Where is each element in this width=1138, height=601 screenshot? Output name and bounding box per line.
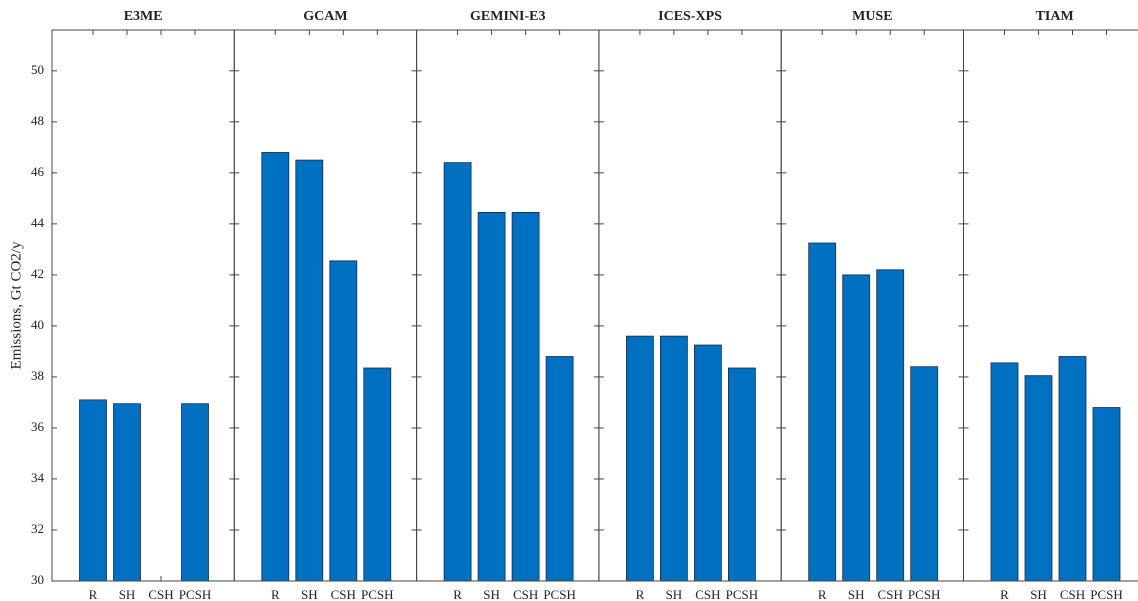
x-tick-label: R [453,587,462,601]
bar [990,362,1019,582]
y-tick-label: 38 [31,368,44,383]
bar [1024,375,1053,582]
y-tick-label: 48 [31,113,44,128]
x-tick-label: PCSH [726,587,759,601]
x-tick-label: CSH [148,587,173,601]
x-tick-label: R [89,587,98,601]
bar [808,242,837,582]
y-tick-label: 30 [31,572,44,587]
bar [477,211,506,582]
bar [295,159,324,582]
x-tick-label: SH [301,587,318,601]
x-tick-label: SH [666,587,683,601]
x-tick-label: SH [483,587,500,601]
panel-title: E3ME [124,9,163,24]
x-tick-label: R [818,587,827,601]
x-tick-label: CSH [878,587,903,601]
bar [660,335,688,582]
bar [545,356,574,582]
y-tick-label: 46 [31,164,45,179]
bar [79,399,107,582]
bar [511,211,540,582]
x-tick-label: PCSH [1090,587,1123,601]
bar [113,403,141,582]
x-tick-label: CSH [1060,587,1085,601]
panel-title: GEMINI-E3 [470,9,545,24]
bar [876,269,905,582]
x-tick-label: SH [119,587,136,601]
y-tick-label: 50 [31,62,44,77]
panel-frame [963,29,1138,582]
x-tick-label: PCSH [361,587,394,601]
bar [1092,407,1121,582]
bar [443,162,472,582]
x-tick-label: R [636,587,645,601]
x-tick-label: PCSH [543,587,576,601]
y-tick-label: 44 [31,215,45,230]
y-tick-label: 40 [31,317,44,332]
y-tick-label: 32 [31,521,44,536]
y-tick-label: 36 [31,419,45,434]
panel-title: TIAM [1036,9,1074,24]
panel-title: ICES-XPS [658,9,722,24]
x-tick-label: R [1000,587,1009,601]
panel-title: GCAM [303,9,347,24]
x-tick-label: SH [1030,587,1047,601]
x-tick-label: CSH [331,587,356,601]
bar [1058,356,1087,582]
x-tick-label: PCSH [908,587,941,601]
x-tick-label: SH [848,587,865,601]
bar [363,367,392,582]
bar [626,335,654,582]
y-tick-label: 34 [31,470,45,485]
bar [728,367,756,582]
bar [842,274,871,582]
x-tick-label: CSH [513,587,538,601]
bar [694,344,722,582]
x-tick-label: R [271,587,280,601]
panel-title: MUSE [852,9,892,24]
bar [181,403,209,582]
bar [261,152,290,582]
bar [910,366,939,582]
y-tick-label: 42 [31,266,44,281]
bar [329,260,358,582]
x-tick-label: PCSH [179,587,212,601]
x-tick-label: CSH [695,587,720,601]
y-axis-label: Emissions, Gt CO2/y [8,241,24,369]
